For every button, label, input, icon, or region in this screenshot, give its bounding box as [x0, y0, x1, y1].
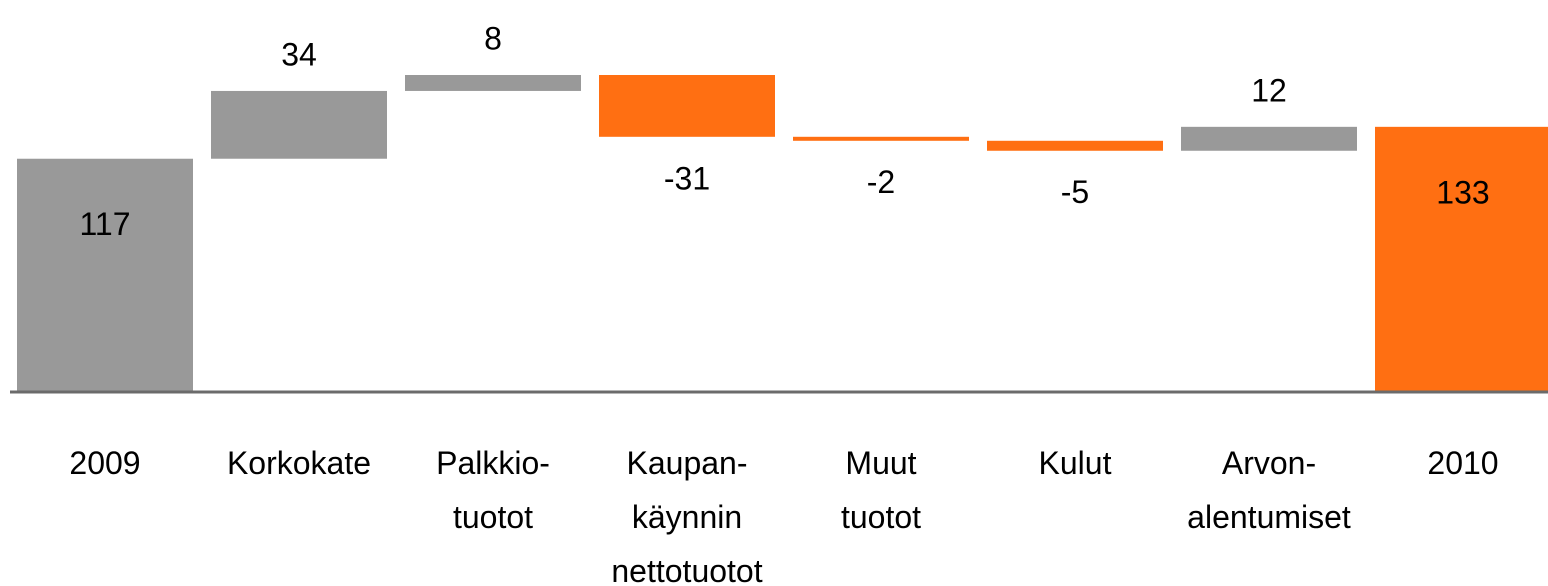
x-tick-label-line: Palkkio-	[436, 445, 550, 481]
x-tick-label-line: Arvon-	[1222, 445, 1316, 481]
x-tick-label-line: Korkokate	[227, 445, 371, 481]
bar	[599, 75, 775, 137]
bar	[405, 75, 581, 91]
x-tick-label-line: Muut	[845, 445, 916, 481]
value-label: 34	[281, 36, 317, 72]
x-tick-label-line: tuotot	[841, 499, 921, 535]
x-tick-label: Palkkio-tuotot	[436, 445, 550, 535]
bar	[1375, 126, 1548, 392]
bar	[17, 158, 193, 392]
value-label: 117	[79, 206, 130, 242]
x-tick-label-line: 2010	[1427, 445, 1498, 481]
bar	[211, 90, 387, 159]
x-tick-label-line: Kaupan-	[627, 445, 748, 481]
x-tick-label: Kaupan-käynnin nettotuotot	[611, 445, 762, 586]
value-label: -5	[1061, 174, 1089, 210]
value-label: 8	[484, 20, 502, 56]
value-label: 133	[1436, 174, 1489, 210]
value-label: 12	[1251, 72, 1287, 108]
x-tick-label: Kulut	[1039, 445, 1112, 481]
x-tick-label-line: tuotot	[453, 499, 533, 535]
x-tick-label-line: käynnin	[632, 499, 742, 535]
x-tick-label-line: alentumiset	[1187, 499, 1351, 535]
value-label: -2	[867, 164, 895, 200]
bar	[987, 140, 1163, 151]
x-tick-label: Korkokate	[227, 445, 371, 481]
x-tick-label: 2009	[69, 445, 140, 481]
value-label: -31	[664, 160, 710, 196]
x-tick-label-line: Kulut	[1039, 445, 1112, 481]
x-tick-label: 2010	[1427, 445, 1498, 481]
x-tick-label: Muut tuotot	[841, 445, 921, 535]
x-tick-label-line: nettotuotot	[611, 553, 762, 586]
x-tick-label-line: 2009	[69, 445, 140, 481]
bar	[1181, 126, 1357, 151]
x-tick-label: Arvon-alentumiset	[1187, 445, 1351, 535]
bar	[793, 136, 969, 141]
